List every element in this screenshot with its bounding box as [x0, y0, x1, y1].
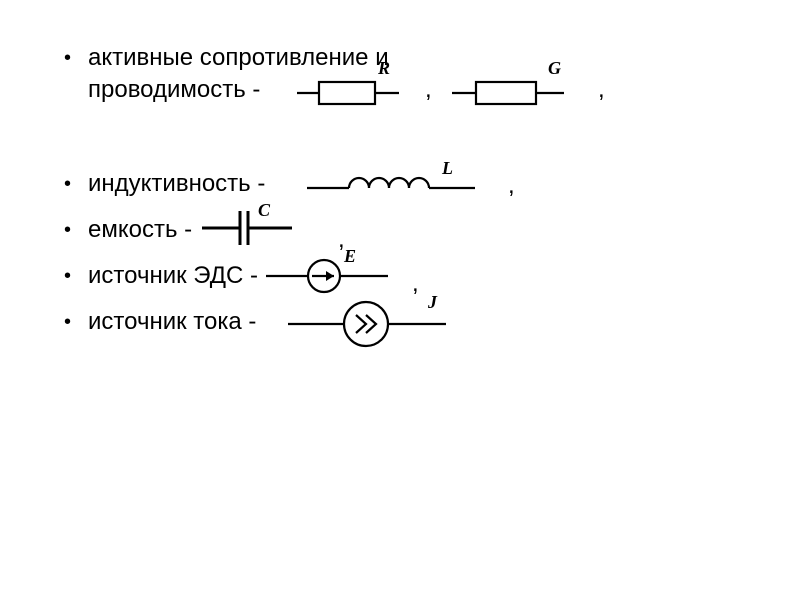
- slide: активные сопротивление и проводимость - …: [0, 0, 800, 600]
- bullet-current-source: источник тока -: [88, 308, 256, 337]
- bullet-text: проводимость -: [88, 76, 260, 103]
- comma-after-R: ,: [425, 76, 432, 104]
- label-L: L: [442, 158, 453, 179]
- label-E: E: [344, 246, 356, 267]
- bullet-text: источник ЭДС -: [88, 262, 258, 289]
- bullet-capacitance: емкость -: [88, 216, 192, 245]
- label-C: C: [258, 200, 270, 221]
- label-G: G: [548, 58, 561, 79]
- bullet-text: активные сопротивление и: [88, 44, 389, 71]
- inductor-icon: [305, 168, 485, 202]
- label-R: R: [378, 58, 390, 79]
- comma-after-E: ,: [412, 270, 419, 298]
- comma-after-L: ,: [508, 172, 515, 200]
- emf-source-icon: [264, 256, 394, 296]
- resistor-G-icon: [450, 74, 570, 112]
- comma-after-G: ,: [598, 76, 605, 104]
- bullet-resistance-line2: проводимость -: [88, 76, 260, 104]
- bullet-resistance: активные сопротивление и: [88, 44, 389, 73]
- bullet-text: индуктивность -: [88, 170, 265, 197]
- resistor-R-icon: [295, 74, 405, 112]
- bullet-emf-source: источник ЭДС -: [88, 262, 258, 291]
- bullet-text: источник тока -: [88, 308, 256, 335]
- label-J: J: [428, 292, 437, 313]
- bullet-text: емкость -: [88, 216, 192, 243]
- capacitor-icon: [200, 206, 300, 250]
- bullet-inductance: индуктивность -: [88, 170, 265, 199]
